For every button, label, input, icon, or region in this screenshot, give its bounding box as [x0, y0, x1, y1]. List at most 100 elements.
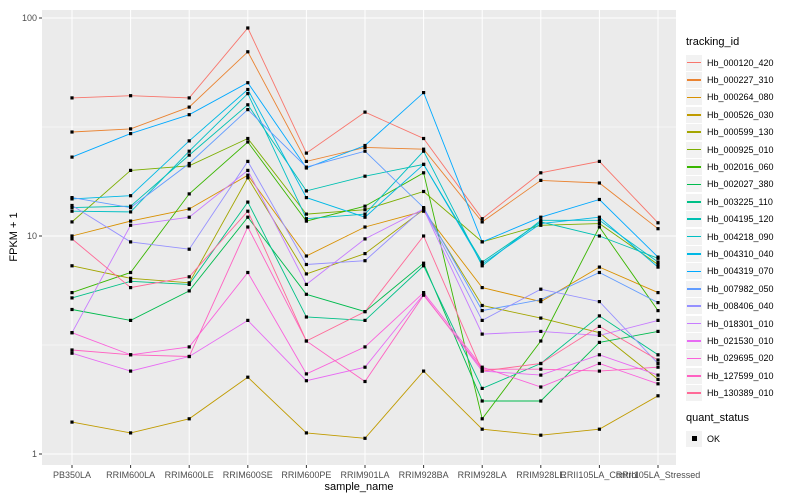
data-point	[539, 300, 543, 304]
data-point	[480, 303, 484, 308]
data-point	[539, 367, 543, 371]
data-point	[597, 300, 601, 304]
legend-item-label: Hb_000526_030	[707, 109, 774, 120]
data-point	[363, 436, 367, 440]
data-point	[539, 222, 543, 226]
data-point	[246, 159, 250, 163]
data-point	[597, 265, 601, 269]
data-point	[539, 171, 543, 175]
data-point	[480, 369, 484, 373]
data-point	[246, 176, 250, 180]
legend-key	[686, 176, 702, 193]
legend-title-quant-status: quant_status	[686, 411, 749, 424]
legend-item-label: Hb_127599_010	[707, 370, 774, 381]
data-point	[304, 196, 308, 200]
data-point	[70, 351, 74, 355]
data-point	[597, 222, 601, 226]
legend-key	[686, 228, 702, 245]
data-point	[539, 287, 543, 291]
legend-item: Hb_008406_040	[686, 297, 798, 315]
data-point	[539, 178, 543, 182]
data-point	[70, 206, 74, 210]
data-point	[129, 369, 133, 373]
data-point	[129, 219, 133, 223]
data-point	[187, 153, 191, 157]
legend-item-label: Hb_021530_010	[707, 335, 774, 346]
data-point	[70, 96, 74, 100]
data-point	[304, 431, 308, 435]
data-point	[597, 218, 601, 222]
legend-item-label: Hb_004218_090	[707, 231, 774, 242]
line-swatch-icon	[687, 322, 701, 325]
data-point	[422, 261, 426, 265]
data-point	[363, 208, 367, 212]
data-point	[187, 282, 191, 286]
y-tick-label: 10	[27, 231, 37, 241]
line-swatch-icon	[687, 183, 701, 186]
data-point	[480, 417, 484, 421]
data-point	[363, 365, 367, 369]
x-tick-label: RRIM928LA	[458, 470, 507, 480]
legend-item: Hb_000599_130	[686, 124, 798, 141]
data-point	[422, 293, 426, 297]
legend-item: Hb_002027_380	[686, 176, 798, 193]
legend-item: Hb_018301_010	[686, 315, 798, 332]
data-point	[539, 361, 543, 366]
data-point	[539, 373, 543, 377]
data-point	[187, 192, 191, 196]
x-tick-label: RRIM600PE	[281, 470, 331, 480]
legend-item-label: Hb_000264_080	[707, 92, 774, 103]
quant-legend: quant_status OK	[686, 412, 798, 447]
data-point	[187, 113, 191, 117]
data-point	[656, 309, 660, 313]
data-point	[363, 237, 367, 241]
data-point	[480, 386, 484, 390]
data-point	[480, 318, 484, 322]
data-point	[187, 275, 191, 279]
x-tick-label: PB350LA	[53, 470, 91, 480]
data-point	[246, 209, 250, 213]
legend-key	[686, 141, 702, 158]
data-point	[70, 264, 74, 268]
data-point	[597, 215, 601, 219]
data-point	[129, 431, 133, 435]
data-point	[246, 81, 250, 85]
data-point	[304, 217, 308, 221]
y-tick-label: 1	[32, 449, 37, 459]
legend-key	[686, 54, 702, 71]
data-point	[597, 270, 601, 275]
legend-key	[686, 385, 702, 402]
data-point	[246, 270, 250, 275]
legend-item-ok: OK	[686, 430, 798, 447]
legend-item-label: Hb_000925_010	[707, 144, 774, 155]
legend-key	[686, 367, 702, 384]
legend-key	[686, 211, 702, 228]
legend-item: Hb_021530_010	[686, 332, 798, 349]
line-swatch-icon	[687, 305, 701, 307]
line-swatch-icon	[687, 287, 701, 290]
data-point	[480, 427, 484, 431]
data-point	[597, 331, 601, 335]
data-point	[363, 149, 367, 153]
data-point	[656, 260, 660, 264]
data-point	[656, 291, 660, 295]
data-point	[422, 189, 426, 194]
data-point	[70, 209, 74, 213]
line-swatch-icon	[687, 270, 701, 273]
data-point	[70, 307, 74, 312]
data-point	[246, 173, 250, 177]
line-swatch-icon	[687, 392, 701, 394]
data-point	[187, 417, 191, 421]
data-point	[363, 204, 367, 208]
legend-item: Hb_004218_090	[686, 228, 798, 245]
legend-key	[686, 89, 702, 106]
x-tick-label: RRIM600SE	[223, 470, 273, 480]
data-point	[129, 286, 133, 290]
data-point	[129, 270, 133, 275]
legend-item-label: Hb_130389_010	[707, 388, 774, 399]
data-point	[129, 240, 133, 244]
legend-key	[686, 124, 702, 141]
data-point	[422, 264, 426, 268]
line-swatch-icon	[687, 79, 701, 81]
